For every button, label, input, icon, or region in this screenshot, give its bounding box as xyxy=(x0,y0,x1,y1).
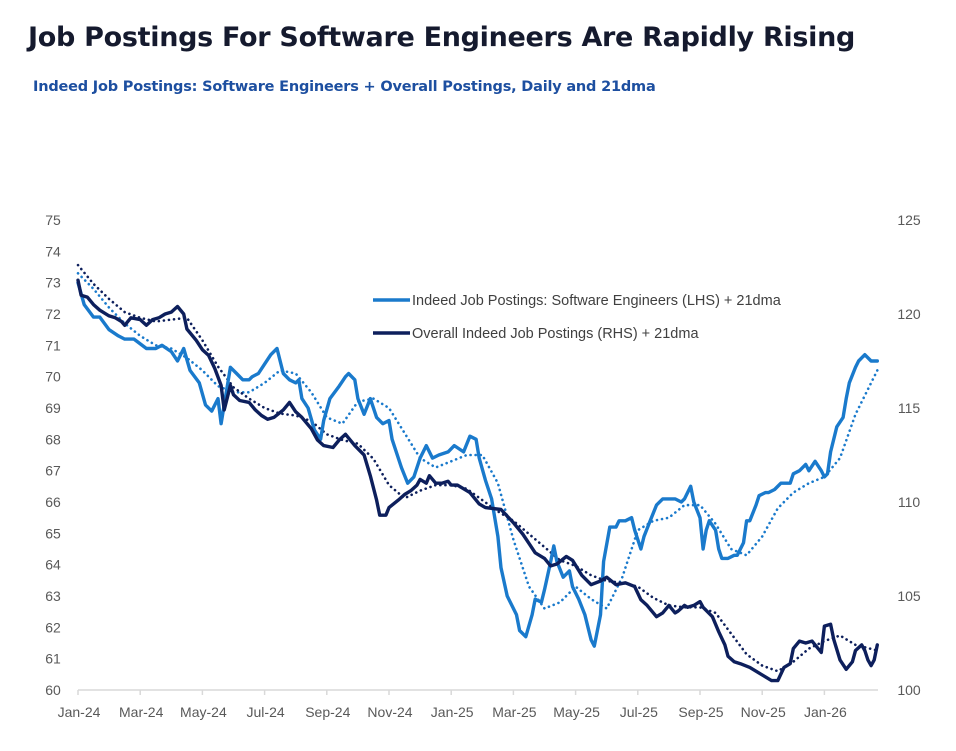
y-left-tick-label: 75 xyxy=(45,212,61,228)
x-tick-label: Mar-25 xyxy=(492,704,537,720)
legend-label-software-engineers: Indeed Job Postings: Software Engineers … xyxy=(412,293,782,309)
series-line-software-engineers-21dma-lhs xyxy=(76,272,879,610)
legend-label-overall: Overall Indeed Job Postings (RHS) + 21dm… xyxy=(412,326,699,342)
y-left-tick-label: 63 xyxy=(45,588,61,604)
x-tick-label: Jan-24 xyxy=(58,704,101,720)
chart-subtitle: Indeed Job Postings: Software Engineers … xyxy=(33,79,656,95)
x-tick-label: May-25 xyxy=(553,704,600,720)
y-left-tick-label: 69 xyxy=(45,400,61,416)
chart-title: Job Postings For Software Engineers Are … xyxy=(28,22,856,53)
axes: Jan-24 Mar-24 May-24 Jul-24 Sep-24 Nov-24 Jan-… xyxy=(45,212,921,720)
y-left-tick-label: 66 xyxy=(45,494,61,510)
y-right-tick-label: 125 xyxy=(897,212,921,228)
x-tick-label: Sep-25 xyxy=(678,704,723,720)
series-line-indeed-job-postings-software-engineers-lhs xyxy=(76,281,879,648)
x-tick-label: Jul-25 xyxy=(620,704,658,720)
x-tick-label: Nov-25 xyxy=(741,704,786,720)
x-tick-label: Mar-24 xyxy=(119,704,164,720)
y-left-tick-label: 72 xyxy=(45,306,61,322)
y-left-tick-label: 71 xyxy=(45,337,61,353)
series-line-overall-indeed-job-postings-rhs xyxy=(76,278,879,683)
y-left-tick-label: 68 xyxy=(45,431,61,447)
y-left-tick-label: 73 xyxy=(45,275,61,291)
y-right-tick-label: 105 xyxy=(897,588,921,604)
series-layer xyxy=(76,263,879,683)
x-tick-label: Jul-24 xyxy=(247,704,285,720)
x-tick-label: Jan-25 xyxy=(431,704,474,720)
y-left-tick-label: 67 xyxy=(45,463,61,479)
y-right-tick-label: 120 xyxy=(897,306,921,322)
y-left-tick-label: 65 xyxy=(45,525,61,541)
y-left-tick-label: 74 xyxy=(45,243,61,259)
y-left-tick-label: 64 xyxy=(45,557,61,573)
legend: Indeed Job Postings: Software Engineers … xyxy=(373,293,782,342)
y-right-tick-label: 110 xyxy=(898,494,921,510)
series-line-overall-21dma-rhs xyxy=(76,263,879,673)
y-right-tick-label: 115 xyxy=(898,400,921,416)
y-left-tick-label: 61 xyxy=(45,651,61,667)
x-tick-label: Jan-26 xyxy=(804,704,847,720)
y-left-tick-label: 70 xyxy=(45,369,61,385)
x-tick-label: Sep-24 xyxy=(305,704,350,720)
x-tick-label: May-24 xyxy=(180,704,227,720)
y-left-tick-label: 62 xyxy=(45,619,61,635)
x-tick-label: Nov-24 xyxy=(367,704,412,720)
y-right-tick-label: 100 xyxy=(897,682,921,698)
y-left-tick-label: 60 xyxy=(45,682,61,698)
